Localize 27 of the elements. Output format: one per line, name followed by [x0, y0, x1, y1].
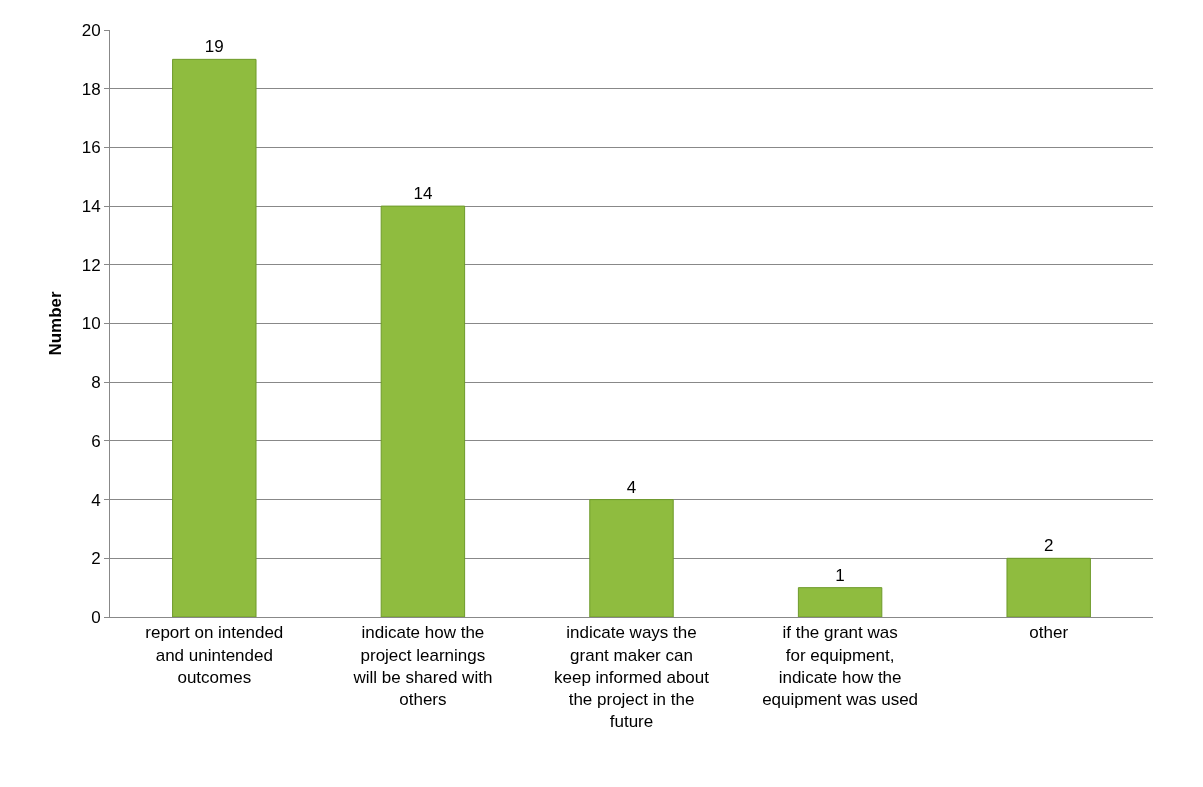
x-tick-label: indicate how the project learnings will be shared with others: [352, 623, 493, 709]
y-axis-title: Number: [46, 291, 66, 356]
y-tick-label: 8: [91, 373, 101, 393]
data-label: 2: [1043, 536, 1054, 556]
data-label: 14: [413, 184, 433, 204]
y-tick-label: 14: [81, 197, 101, 217]
bar: [380, 205, 466, 617]
x-tick-label: indicate ways the grant maker can keep informed about the project in the future: [554, 623, 710, 731]
y-tick-label: 20: [81, 20, 101, 40]
bar: [1006, 557, 1091, 617]
bar: [589, 499, 674, 617]
x-tick-label: if the grant was for equipment, indicate how the equipment was used: [762, 623, 919, 709]
y-tick-label: 12: [81, 255, 101, 275]
data-label: 19: [204, 37, 224, 57]
y-tick-label: 10: [81, 314, 101, 334]
data-label: 4: [626, 477, 637, 497]
data-label: 1: [835, 565, 845, 585]
x-tick-label: other: [1029, 623, 1069, 643]
x-tick-label: report on intended and unintended outcomes: [145, 623, 284, 687]
y-tick-label: 4: [91, 490, 101, 510]
y-tick-label: 6: [91, 431, 101, 451]
y-tick-label: 18: [81, 79, 101, 99]
bar: [172, 58, 257, 617]
bar: [797, 587, 883, 617]
y-tick-label: 16: [81, 138, 101, 158]
y-tick-label: 2: [91, 549, 101, 569]
y-tick-label: 0: [91, 607, 101, 627]
